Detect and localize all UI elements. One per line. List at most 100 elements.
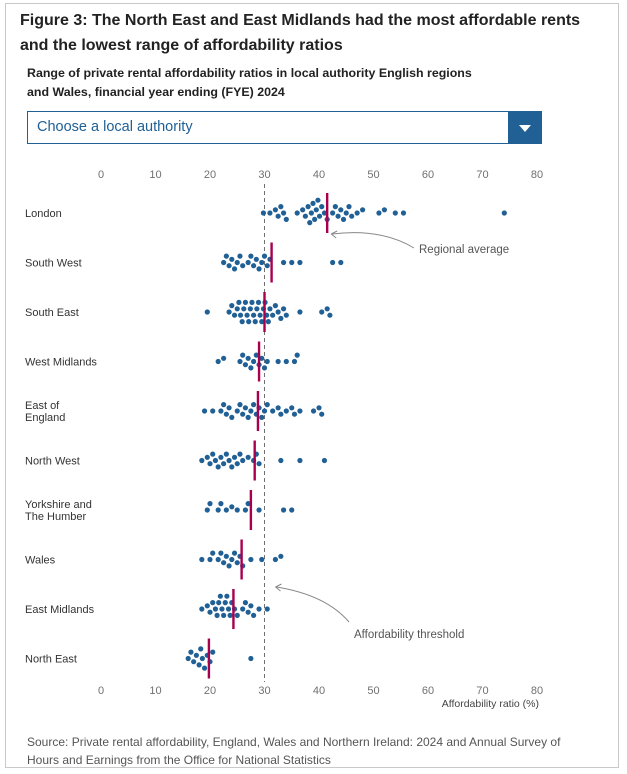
- data-point: [297, 408, 303, 414]
- data-point: [207, 609, 213, 615]
- data-point: [244, 312, 250, 318]
- data-point: [259, 414, 265, 420]
- data-point: [261, 365, 268, 371]
- data-point: [283, 408, 289, 414]
- region-label: East Midlands: [25, 604, 95, 616]
- data-point: [234, 461, 240, 467]
- x-tick-label-bottom: 70: [476, 685, 488, 697]
- data-point: [321, 457, 328, 464]
- data-point: [201, 665, 208, 671]
- chevron-down-icon: [519, 125, 531, 132]
- data-point: [313, 207, 319, 213]
- data-point: [242, 507, 249, 513]
- regional-average-arrowhead: [330, 230, 338, 239]
- data-point: [199, 556, 205, 563]
- data-point: [275, 405, 281, 411]
- data-point: [308, 210, 314, 216]
- region-label: London: [25, 208, 62, 220]
- select-toggle-button[interactable]: [508, 112, 541, 143]
- data-point: [251, 312, 257, 318]
- data-point: [229, 256, 235, 262]
- data-point: [226, 309, 232, 315]
- data-point: [381, 207, 387, 213]
- data-point: [226, 263, 232, 269]
- data-point: [261, 253, 268, 259]
- data-point: [340, 216, 347, 222]
- data-point: [198, 646, 204, 652]
- data-point: [234, 259, 240, 266]
- data-point: [330, 259, 336, 266]
- data-point: [185, 655, 191, 662]
- data-point: [245, 454, 251, 460]
- data-point: [227, 612, 233, 618]
- x-tick-label-top: 20: [204, 169, 216, 181]
- data-point: [256, 606, 262, 612]
- data-point: [272, 207, 278, 213]
- data-point: [354, 210, 360, 216]
- data-point: [310, 408, 317, 414]
- data-point: [231, 266, 238, 272]
- data-point: [237, 402, 243, 408]
- figure-title: Figure 3: The North East and East Midlan…: [20, 12, 581, 54]
- data-point: [272, 556, 278, 563]
- x-tick-label-bottom: 30: [258, 685, 270, 697]
- data-point: [312, 216, 318, 222]
- data-point: [218, 550, 224, 556]
- data-point: [199, 457, 205, 464]
- data-point: [207, 556, 213, 563]
- data-point: [241, 306, 247, 312]
- data-point: [240, 457, 246, 464]
- region-label: Yorkshire and: [25, 499, 92, 511]
- data-point: [255, 299, 262, 305]
- data-point: [264, 402, 270, 408]
- data-point: [324, 306, 330, 312]
- data-point: [330, 210, 336, 216]
- data-point: [229, 556, 235, 563]
- data-point: [338, 259, 344, 266]
- data-point: [294, 210, 300, 216]
- data-point: [215, 507, 221, 513]
- data-point: [226, 405, 232, 411]
- data-point: [242, 600, 249, 606]
- data-point: [392, 210, 398, 216]
- x-tick-label-top: 30: [258, 169, 270, 181]
- data-point: [204, 603, 210, 609]
- data-point: [214, 612, 220, 618]
- local-authority-select[interactable]: Choose a local authority: [27, 111, 542, 144]
- regional-average-arrow: [332, 232, 415, 249]
- x-tick-label-bottom: 40: [313, 685, 325, 697]
- data-point: [199, 655, 205, 662]
- data-point: [319, 411, 325, 417]
- data-point: [210, 550, 216, 556]
- data-point: [224, 593, 230, 599]
- data-point: [297, 259, 303, 266]
- data-point: [264, 263, 270, 269]
- x-tick-label-top: 10: [149, 169, 161, 181]
- data-point: [332, 204, 338, 210]
- x-tick-label-bottom: 50: [367, 685, 379, 697]
- data-point: [245, 501, 251, 507]
- data-point: [236, 299, 242, 305]
- threshold-arrowhead: [275, 583, 282, 592]
- data-point: [259, 259, 265, 266]
- data-point: [223, 507, 229, 513]
- data-point: [327, 312, 333, 318]
- x-tick-label-bottom: 60: [422, 685, 434, 697]
- data-point: [248, 365, 254, 371]
- data-point: [221, 355, 227, 361]
- data-point: [225, 606, 232, 612]
- data-point: [248, 556, 254, 563]
- data-point: [245, 414, 251, 420]
- data-point: [291, 411, 298, 417]
- region-label: South West: [25, 258, 82, 270]
- data-point: [204, 507, 210, 513]
- data-point: [280, 507, 287, 513]
- region-label: North East: [25, 654, 77, 666]
- data-point: [259, 556, 265, 563]
- data-point: [261, 408, 268, 414]
- data-point: [215, 464, 221, 470]
- data-point: [376, 210, 382, 216]
- data-point: [251, 402, 257, 408]
- data-point: [283, 216, 289, 222]
- data-point: [210, 408, 216, 414]
